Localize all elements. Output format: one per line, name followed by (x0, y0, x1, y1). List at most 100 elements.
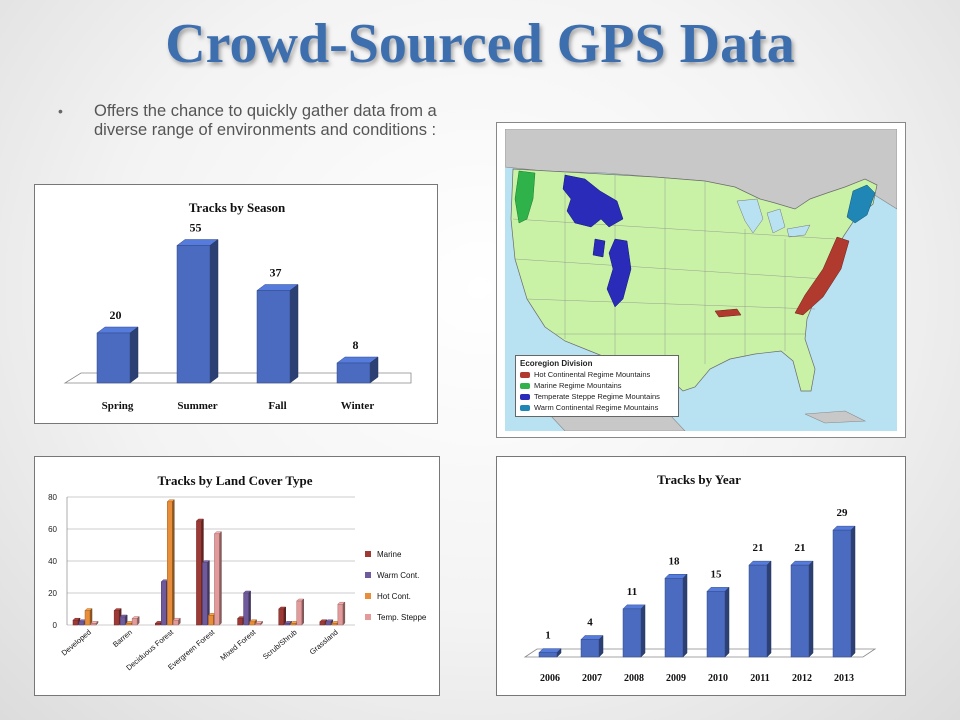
chart-bar (84, 607, 93, 626)
chart-bar (72, 617, 81, 626)
chart-bar (325, 619, 334, 626)
chart-title: Tracks by Season (189, 200, 286, 215)
landcover-chart: Tracks by Land Cover Type 0 20 40 60 80 Develo… (48, 473, 427, 672)
ecoregion-map: Ecoregion Division Hot Continental Regim… (505, 129, 897, 431)
data-label: 1 (545, 630, 551, 642)
chart-title: Tracks by Land Cover Type (157, 473, 312, 488)
map-legend-item: Hot Continental Regime Mountains (520, 369, 674, 380)
chart-bar (336, 356, 379, 384)
chart-bar (131, 615, 140, 626)
x-tick-label: Fall (268, 400, 286, 412)
chart-bar (278, 606, 287, 626)
chart-bar (242, 590, 252, 626)
y-tick-label: 80 (48, 493, 57, 502)
data-label: 4 (587, 617, 593, 629)
data-label: 29 (837, 507, 849, 519)
legend-swatch-icon (520, 404, 530, 411)
chart-bar (664, 573, 688, 658)
legend-swatch-icon (365, 551, 371, 557)
x-tick-label: 2012 (792, 673, 812, 684)
data-label: 21 (795, 542, 806, 554)
chart-bar (622, 604, 646, 658)
chart-bar (790, 560, 814, 658)
map-legend-label: Hot Continental Regime Mountains (534, 370, 651, 379)
chart-bar (119, 614, 128, 626)
bullet-dot-icon: • (58, 103, 63, 119)
chart-bar (706, 586, 730, 658)
x-tick-label: Barren (111, 628, 134, 649)
x-tick-label: 2007 (582, 673, 602, 684)
chart-bar (538, 648, 562, 658)
legend-swatch-icon (520, 393, 530, 400)
x-tick-label: 2011 (750, 673, 769, 684)
chart-bar (166, 499, 175, 626)
season-chart: Tracks by Season 20 Spring 55 Summer 37 Fall 8 W… (63, 200, 412, 412)
x-tick-label: Scrub/Shrub (261, 628, 299, 662)
legend-label: Marine (377, 550, 402, 559)
map-legend-label: Temperate Steppe Regime Mountains (534, 392, 660, 401)
data-label: 20 (110, 308, 122, 322)
legend-label: Hot Cont. (377, 592, 411, 601)
chart-bar (254, 620, 264, 626)
map-legend-item: Warm Continental Regime Mountains (520, 402, 674, 413)
legend-label: Temp. Steppe (377, 613, 427, 622)
data-label: 8 (353, 338, 359, 352)
chart-bar (748, 560, 772, 658)
x-tick-label: Winter (341, 400, 375, 412)
y-tick-label: 0 (53, 621, 58, 630)
map-legend: Ecoregion Division Hot Continental Regim… (515, 355, 679, 417)
year-chart: Tracks by Year 1 2006 4 2007 11 2008 18 2009 15 20… (523, 472, 877, 684)
chart-bar (580, 634, 604, 658)
legend-swatch-icon (520, 382, 530, 389)
bullet-point: • Offers the chance to quickly gather da… (58, 102, 438, 140)
y-tick-label: 40 (48, 557, 57, 566)
legend-swatch-icon (520, 371, 530, 378)
chart-title: Tracks by Year (657, 472, 741, 487)
landcover-chart-panel: Tracks by Land Cover Type 0 20 40 60 80 Develo… (34, 456, 440, 696)
legend-swatch-icon (365, 614, 371, 620)
slide-title: Crowd-Sourced GPS Data (165, 13, 795, 75)
data-label: 18 (669, 555, 681, 567)
map-legend-item: Temperate Steppe Regime Mountains (520, 391, 674, 402)
x-tick-label: Developed (60, 628, 93, 658)
bullet-text: Offers the chance to quickly gather data… (94, 102, 437, 139)
chart-bar (296, 598, 305, 626)
chart-floor (523, 648, 877, 658)
chart-bar (832, 525, 856, 658)
data-label: 55 (190, 221, 202, 235)
chart-bar (176, 239, 219, 384)
legend-swatch-icon (365, 593, 371, 599)
chart-floor (63, 372, 412, 384)
x-tick-label: Mixed Forest (218, 627, 258, 662)
chart-bar (213, 531, 223, 626)
data-label: 21 (753, 542, 764, 554)
chart-bar (90, 620, 99, 626)
chart-bar (96, 326, 139, 384)
x-tick-label: 2006 (540, 673, 560, 684)
legend-swatch-icon (365, 572, 371, 578)
ecoregion-map-panel: Ecoregion Division Hot Continental Regim… (496, 122, 906, 438)
map-legend-label: Warm Continental Regime Mountains (534, 403, 659, 412)
y-tick-label: 60 (48, 525, 57, 534)
y-tick-label: 20 (48, 589, 57, 598)
chart-bar (337, 601, 346, 626)
map-legend-title: Ecoregion Division (520, 359, 593, 368)
season-chart-panel: Tracks by Season 20 Spring 55 Summer 37 Fall 8 W… (34, 184, 438, 424)
chart-bar (256, 284, 299, 384)
data-label: 11 (627, 586, 637, 598)
data-label: 15 (711, 568, 723, 580)
x-tick-label: 2013 (834, 673, 854, 684)
x-tick-label: 2010 (708, 673, 728, 684)
x-tick-label: Spring (102, 400, 134, 412)
x-tick-label: Grassland (308, 628, 340, 657)
x-tick-label: Summer (177, 400, 217, 412)
map-legend-item: Marine Regime Mountains (520, 380, 674, 391)
chart-bar (172, 617, 181, 626)
chart-bar (248, 619, 258, 626)
legend-label: Warm Cont. (377, 571, 419, 580)
data-label: 37 (270, 266, 282, 280)
map-legend-label: Marine Regime Mountains (534, 381, 622, 390)
year-chart-panel: Tracks by Year 1 2006 4 2007 11 2008 18 2009 15 20… (496, 456, 906, 696)
x-tick-label: 2008 (624, 673, 644, 684)
x-tick-label: 2009 (666, 673, 686, 684)
